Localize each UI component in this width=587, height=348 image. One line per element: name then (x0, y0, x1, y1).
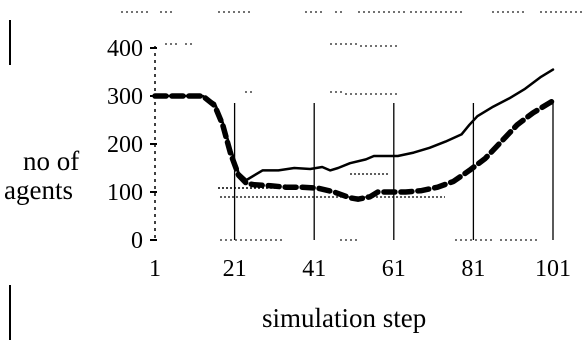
x-tick-label: 41 (302, 256, 326, 282)
y-tick-label: 300 (107, 84, 143, 110)
y-tick-label: 0 (131, 228, 143, 254)
x-axis-label: simulation step (262, 303, 427, 333)
y-tick-label: 200 (107, 132, 143, 158)
y-tick-label: 100 (107, 180, 143, 206)
x-tick-label: 21 (223, 256, 247, 282)
x-tick-label: 1 (149, 256, 161, 282)
y-tick-label: 400 (107, 36, 143, 62)
series-line-2-dashed (152, 93, 556, 202)
y-axis-label-line-2: agents (4, 175, 73, 205)
x-tick-label: 101 (535, 256, 571, 282)
x-tick-label: 81 (461, 256, 485, 282)
y-axis-label-line-1: no of (23, 146, 80, 176)
x-tick-label: 61 (382, 256, 406, 282)
series-line-1-solid (153, 68, 555, 182)
